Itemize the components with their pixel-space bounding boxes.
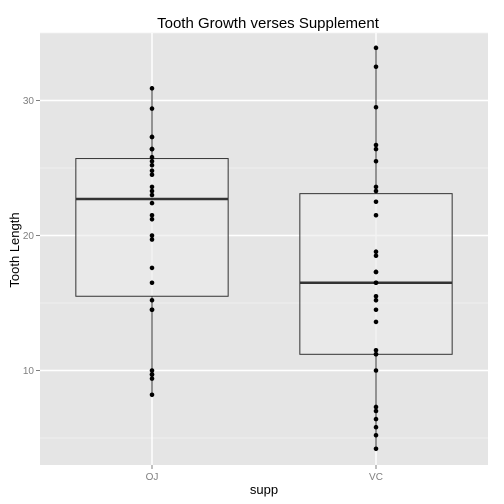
data-point bbox=[149, 237, 155, 242]
data-point bbox=[149, 154, 155, 160]
data-point bbox=[373, 280, 379, 286]
data-point bbox=[149, 184, 155, 190]
data-point bbox=[373, 293, 379, 299]
data-points bbox=[149, 45, 379, 452]
data-point bbox=[149, 106, 155, 111]
data-point bbox=[149, 376, 155, 381]
chart-title: Tooth Growth verses Supplement bbox=[157, 15, 380, 32]
data-point bbox=[373, 298, 379, 303]
data-point bbox=[373, 199, 379, 205]
x-axis-title: supp bbox=[250, 482, 278, 497]
y-tick-label: 20 bbox=[23, 231, 35, 242]
data-point bbox=[149, 200, 155, 206]
data-point bbox=[373, 249, 379, 254]
y-axis-title: Tooth Length bbox=[7, 212, 22, 287]
data-point bbox=[149, 372, 155, 377]
data-point bbox=[149, 233, 155, 238]
data-point bbox=[373, 433, 379, 438]
data-point bbox=[149, 280, 155, 286]
data-point bbox=[373, 45, 379, 51]
data-point bbox=[149, 392, 155, 398]
data-point bbox=[149, 134, 155, 140]
x-tick-label: VC bbox=[369, 472, 383, 483]
data-point bbox=[373, 212, 379, 218]
data-point bbox=[373, 319, 379, 325]
box bbox=[75, 158, 229, 297]
data-point bbox=[373, 352, 379, 357]
data-point bbox=[373, 142, 379, 148]
data-point bbox=[373, 253, 379, 259]
y-tick-label: 10 bbox=[23, 366, 35, 377]
data-point bbox=[373, 404, 379, 410]
data-point bbox=[373, 307, 379, 313]
boxes bbox=[75, 47, 453, 449]
data-point bbox=[149, 86, 155, 91]
x-tick-label: OJ bbox=[146, 472, 159, 483]
data-point bbox=[373, 446, 379, 452]
data-point bbox=[373, 188, 379, 194]
data-point bbox=[149, 212, 155, 218]
y-axis: 10 20 30 bbox=[23, 96, 40, 377]
data-point bbox=[149, 192, 155, 198]
data-point bbox=[373, 146, 379, 152]
data-point bbox=[373, 104, 379, 110]
data-point bbox=[149, 163, 155, 168]
data-point bbox=[373, 368, 379, 373]
data-point bbox=[373, 184, 379, 190]
data-point bbox=[373, 416, 379, 422]
data-point bbox=[149, 168, 155, 173]
data-point bbox=[149, 217, 155, 222]
data-point bbox=[373, 424, 379, 430]
data-point bbox=[149, 307, 155, 313]
data-point bbox=[373, 347, 379, 353]
data-point bbox=[149, 172, 155, 178]
data-point bbox=[149, 368, 155, 373]
data-point bbox=[149, 265, 155, 271]
data-point bbox=[149, 298, 155, 303]
data-point bbox=[373, 269, 379, 275]
data-point bbox=[373, 408, 379, 414]
data-point bbox=[149, 146, 155, 152]
x-axis: OJ VC bbox=[146, 465, 383, 483]
data-point bbox=[149, 188, 155, 194]
data-point bbox=[149, 158, 155, 164]
y-tick-label: 30 bbox=[23, 96, 35, 107]
data-point bbox=[373, 64, 379, 70]
data-point bbox=[373, 158, 379, 164]
